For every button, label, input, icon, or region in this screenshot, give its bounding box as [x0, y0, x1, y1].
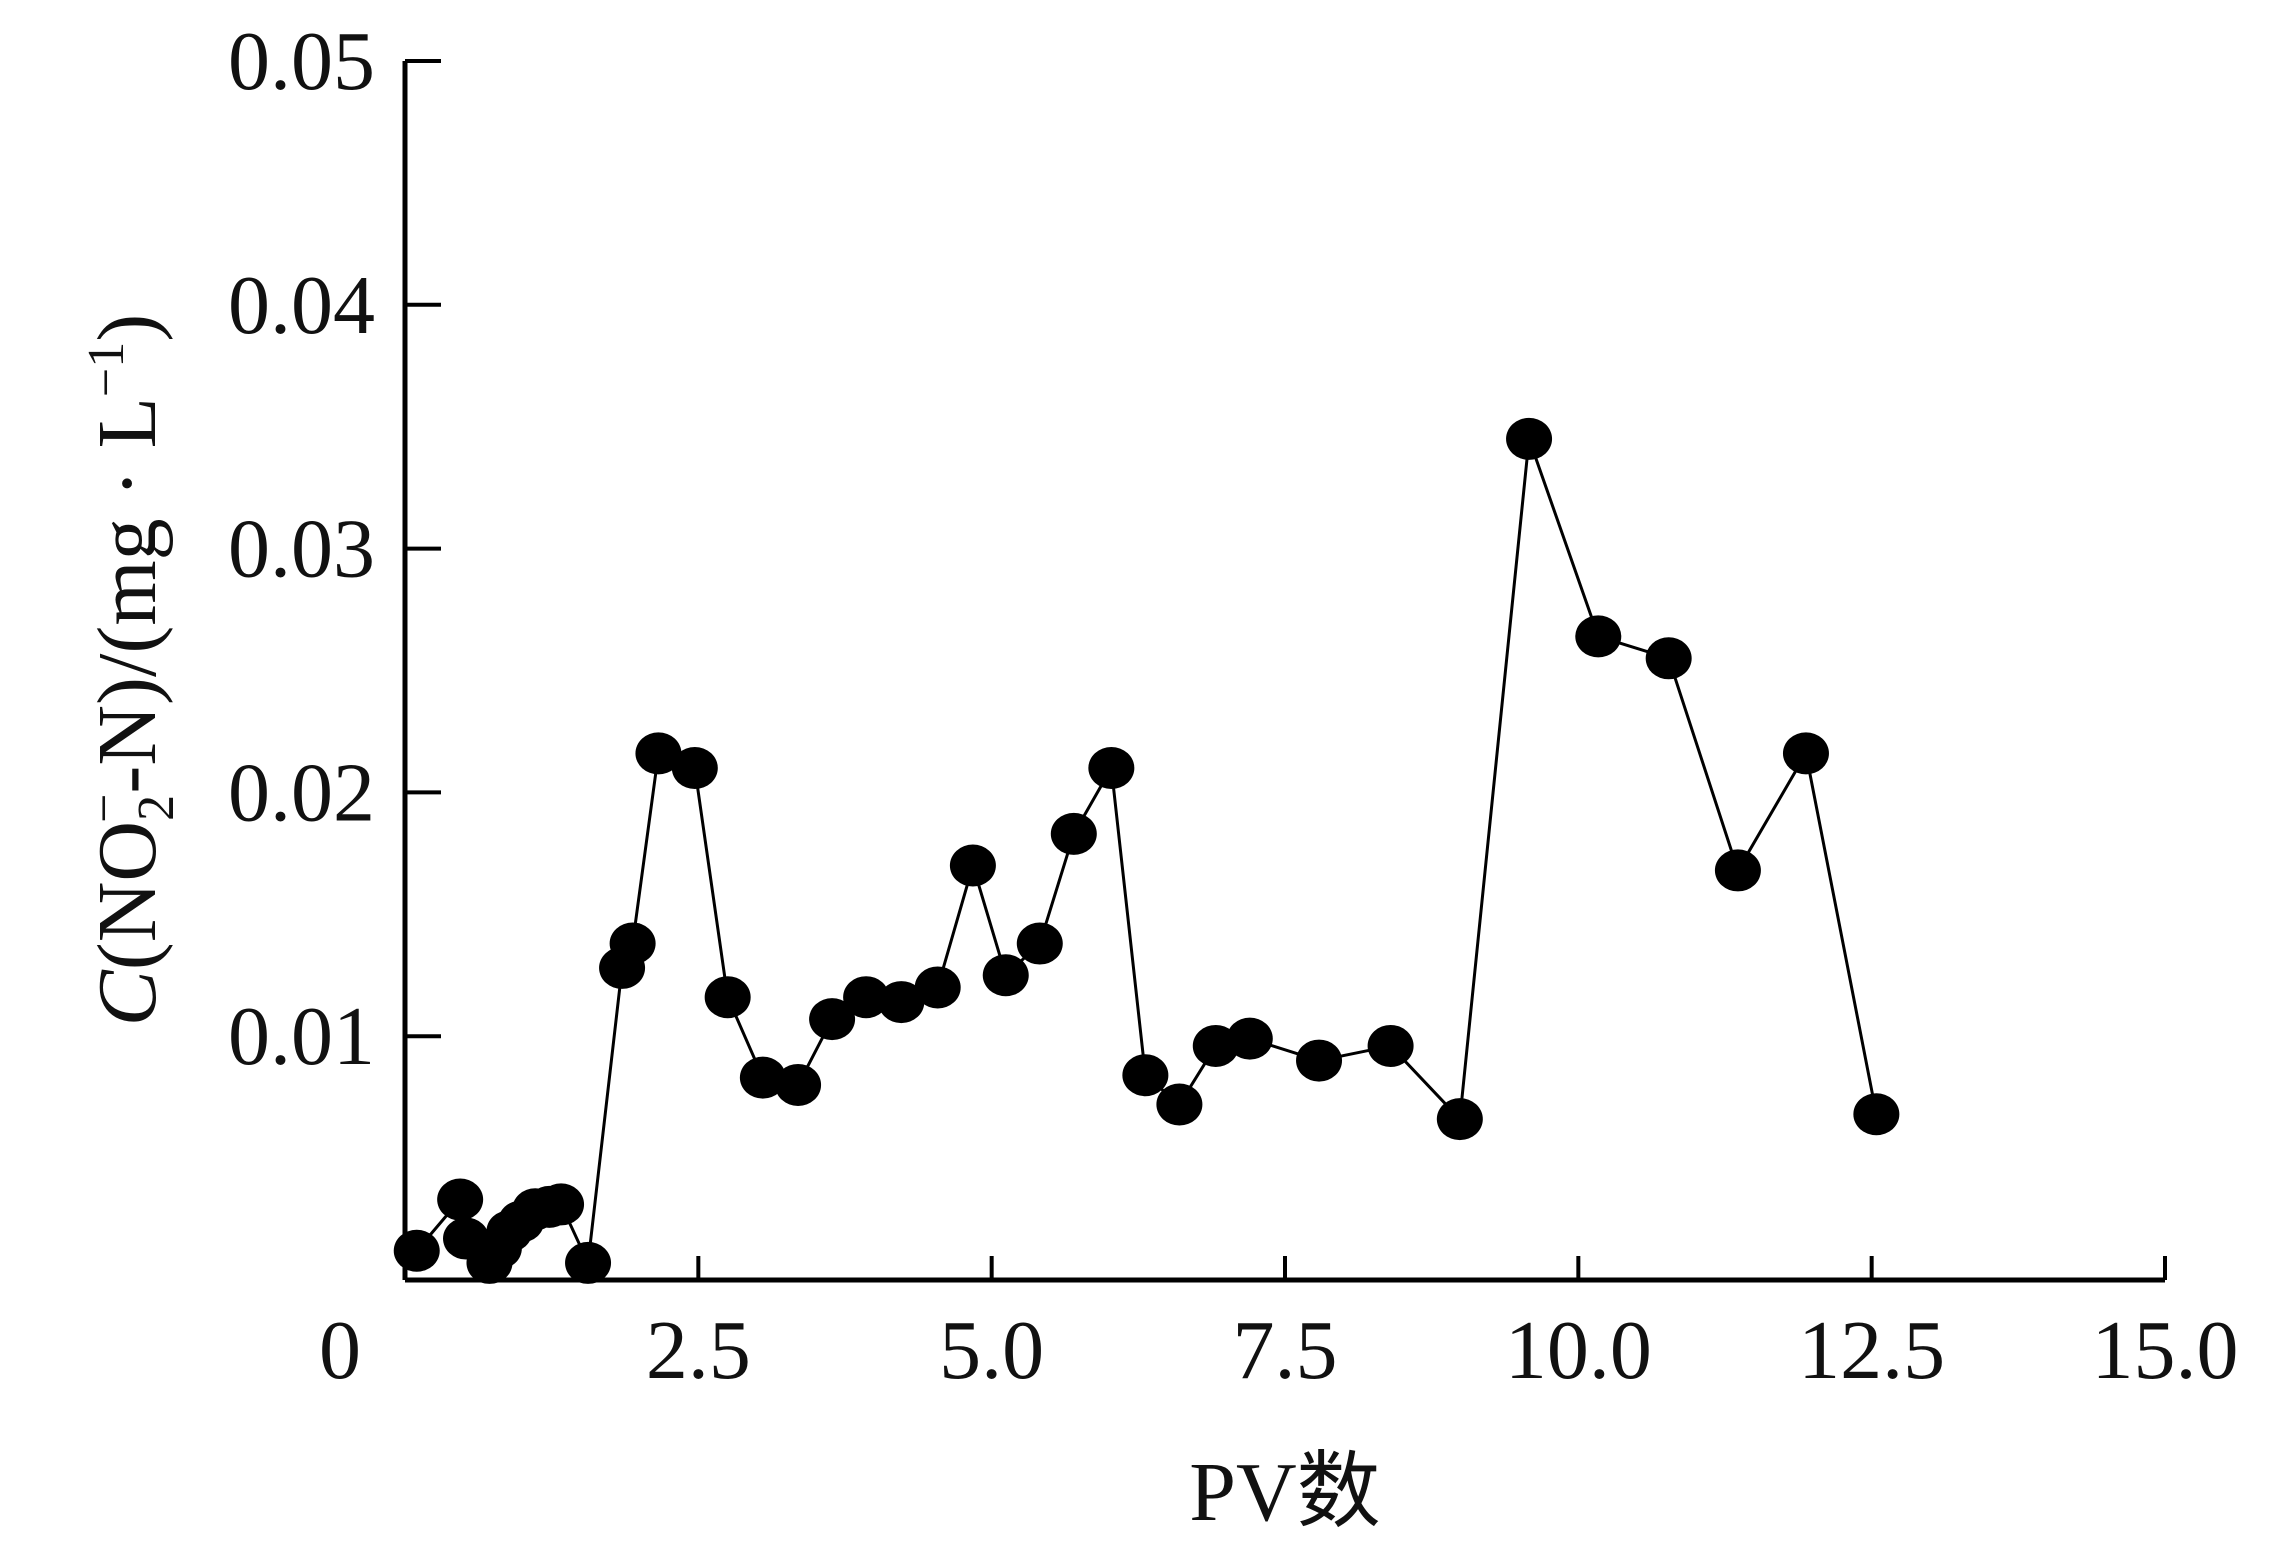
- y-tick-label: 0.01: [228, 990, 375, 1083]
- x-tick-label: 5.0: [939, 1304, 1044, 1397]
- y-title-open: (NO: [81, 821, 174, 970]
- y-tick-label: 0.02: [228, 746, 375, 839]
- data-point: [1436, 1098, 1483, 1141]
- data-point: [393, 1229, 440, 1272]
- data-series: [393, 417, 1900, 1284]
- x-tick-label: 15.0: [2092, 1304, 2239, 1397]
- data-point: [1226, 1017, 1273, 1060]
- data-point: [609, 922, 656, 965]
- y-axis-title: C(NO2−-N)/(mg · L−1): [76, 314, 185, 1027]
- data-point: [1156, 1083, 1203, 1126]
- data-point: [1506, 417, 1553, 460]
- x-tick-labels: 0 2.5 5.0 7.5 10.0 12.5 15.0: [319, 1304, 2239, 1397]
- data-point: [1853, 1093, 1900, 1136]
- data-point: [843, 976, 890, 1019]
- y-tick-label: 0.05: [228, 15, 375, 108]
- data-point: [878, 981, 925, 1024]
- x-axis-title: PV数: [1189, 1446, 1380, 1539]
- data-point: [1016, 922, 1063, 965]
- data-point: [1122, 1054, 1169, 1097]
- y-title-rest: -N)/(mg · L: [81, 397, 174, 794]
- data-point: [949, 844, 996, 887]
- x-tick-label: 0: [319, 1304, 361, 1397]
- data-point: [1575, 615, 1622, 658]
- y-tick-label: 0.03: [228, 503, 375, 596]
- y-title-sup2: −1: [78, 342, 135, 397]
- x-tick-label: 10.0: [1505, 1304, 1652, 1397]
- data-point: [914, 966, 961, 1009]
- axes: [402, 59, 2167, 1283]
- data-point: [1645, 637, 1692, 680]
- data-point: [437, 1178, 484, 1221]
- data-point: [1714, 849, 1761, 892]
- data-point: [775, 1063, 822, 1106]
- data-point: [704, 976, 751, 1019]
- y-title-close: ): [81, 314, 174, 342]
- data-point: [1088, 747, 1135, 790]
- data-point: [1050, 812, 1097, 855]
- data-point: [1782, 732, 1829, 775]
- y-title-c: C: [81, 969, 174, 1026]
- y-title-sup: −: [76, 794, 133, 823]
- data-point: [739, 1056, 786, 1099]
- y-tick-label: 0.04: [228, 259, 375, 352]
- x-tick-label: 12.5: [1798, 1304, 1945, 1397]
- data-point: [1367, 1024, 1414, 1067]
- data-point: [671, 747, 718, 790]
- data-point: [635, 732, 682, 775]
- x-tick-label: 2.5: [646, 1304, 751, 1397]
- data-point: [565, 1241, 612, 1284]
- data-point: [538, 1183, 585, 1226]
- data-point: [1296, 1039, 1343, 1082]
- y-title-sub: 2: [128, 795, 185, 821]
- data-point: [809, 998, 856, 1041]
- data-point: [982, 954, 1029, 997]
- x-tick-label: 7.5: [1233, 1304, 1338, 1397]
- series-line: [415, 438, 1878, 1269]
- y-tick-labels: 0.01 0.02 0.03 0.04 0.05: [228, 15, 375, 1083]
